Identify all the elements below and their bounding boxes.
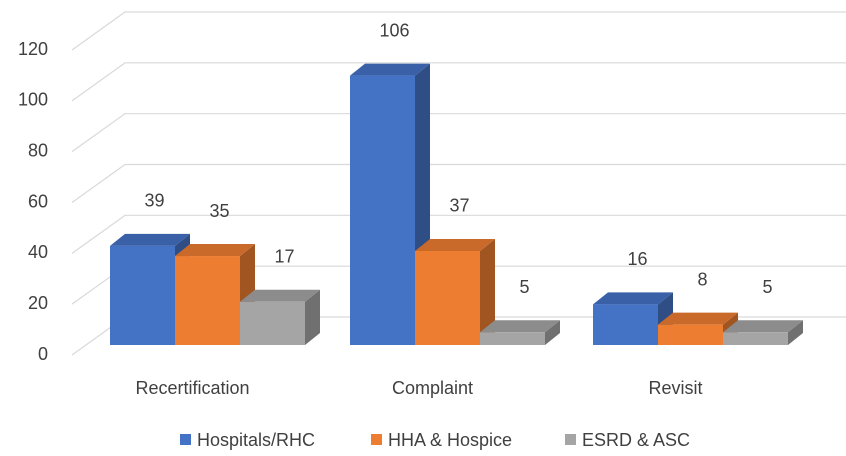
bar-top [658,312,738,325]
legend-swatch [371,434,382,445]
x-tick-label: Revisit [648,378,702,398]
data-label: 35 [209,201,229,221]
y-tick-label: 100 [18,90,48,110]
grid-line [71,62,846,102]
bar-top [350,63,430,76]
data-label: 5 [519,277,529,297]
data-label: 5 [762,277,772,297]
grid-line [71,113,846,153]
legend-label: ESRD & ASC [582,430,690,450]
y-tick-label: 0 [38,344,48,364]
data-label: 17 [274,247,294,267]
data-label: 106 [379,20,409,40]
bar [240,301,305,345]
bar [415,250,480,345]
grid-line [71,11,846,51]
bar-top [480,320,560,333]
bar [593,304,658,345]
bar-top [110,233,190,246]
bar [480,332,545,345]
bar-side [480,238,495,345]
data-label: 37 [449,196,469,216]
data-label: 16 [627,249,647,269]
y-tick-label: 40 [28,242,48,262]
y-tick-label: 80 [28,140,48,160]
legend-swatch [565,434,576,445]
bar [350,75,415,345]
bar [175,256,240,345]
bar [110,245,175,345]
bar-top [175,244,255,257]
grid-line [71,163,846,203]
bar-side [545,320,560,345]
legend-label: Hospitals/RHC [197,430,315,450]
bar-top [723,320,803,333]
x-tick-label: Recertification [135,378,249,398]
data-label: 39 [144,191,164,211]
y-tick-label: 60 [28,191,48,211]
bar-top [415,238,495,251]
bar-side [788,320,803,345]
bar-top [593,292,673,305]
y-tick-label: 120 [18,39,48,59]
x-tick-label: Complaint [392,378,473,398]
bar [658,324,723,345]
bar-top [240,289,320,302]
bar [723,332,788,345]
grid-line [71,214,846,254]
legend-swatch [180,434,191,445]
data-label: 8 [697,269,707,289]
y-tick-label: 20 [28,293,48,313]
bar-side [305,289,320,345]
legend-label: HHA & Hospice [388,430,512,450]
